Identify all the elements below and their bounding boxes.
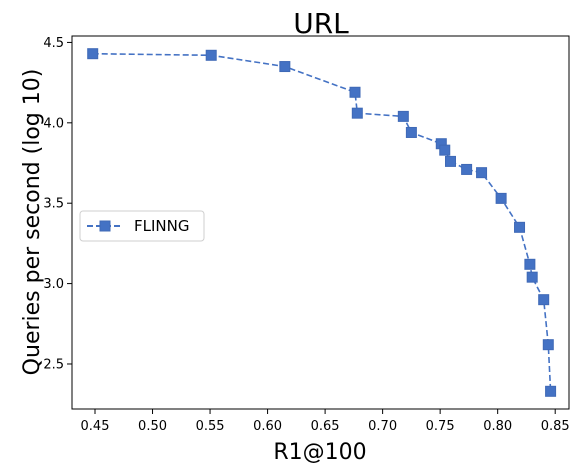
y-tick-label: 3.5 <box>43 197 64 212</box>
data-point-marker <box>476 167 488 179</box>
legend-label-flinng: FLINNG <box>134 217 189 235</box>
legend-box <box>79 210 205 242</box>
data-point-marker <box>397 110 409 122</box>
x-tick-label: 0.60 <box>253 419 282 434</box>
data-point-marker <box>524 258 536 270</box>
y-tick-label: 4.0 <box>43 116 64 131</box>
x-axis: 0.45 0.50 0.55 0.60 0.65 0.70 0.75 0.80 0.85 <box>81 409 570 434</box>
data-point-marker <box>461 163 473 175</box>
y-tick-label: 3.0 <box>43 277 64 292</box>
x-tick-label: 0.65 <box>311 419 340 434</box>
data-point-marker <box>545 385 557 397</box>
data-point-marker <box>349 86 361 98</box>
data-point-marker <box>514 221 526 233</box>
data-point-marker <box>351 107 363 119</box>
data-point-marker <box>542 339 554 351</box>
legend-marker <box>99 220 111 232</box>
data-point-marker <box>538 294 550 306</box>
y-axis: 2.5 3.0 3.5 4.0 4.5 <box>43 36 72 372</box>
x-tick-label: 0.45 <box>81 419 110 434</box>
legend: FLINNG <box>79 210 205 242</box>
data-point-marker <box>87 48 99 60</box>
data-point-marker <box>495 192 507 204</box>
x-tick-label: 0.75 <box>426 419 455 434</box>
x-axis-label: R1@100 <box>273 440 366 465</box>
data-point-marker <box>279 61 291 73</box>
data-point-marker <box>526 271 538 283</box>
series-layer <box>87 48 557 397</box>
data-point-marker <box>205 49 217 61</box>
y-tick-label: 4.5 <box>43 36 64 51</box>
chart-title: URL <box>293 7 349 40</box>
data-point-marker <box>405 126 417 138</box>
x-tick-label: 0.55 <box>196 419 225 434</box>
plot-area <box>71 35 570 410</box>
data-point-marker <box>439 144 451 156</box>
x-tick-label: 0.70 <box>368 419 397 434</box>
plot-frame <box>71 35 570 410</box>
data-point-marker <box>445 155 456 167</box>
x-tick-label: 0.80 <box>483 419 512 434</box>
x-tick-label: 0.50 <box>138 419 167 434</box>
x-tick-label: 0.85 <box>541 419 570 434</box>
y-axis-label: Queries per second (log 10) <box>20 69 45 376</box>
y-tick-label: 2.5 <box>43 357 64 372</box>
